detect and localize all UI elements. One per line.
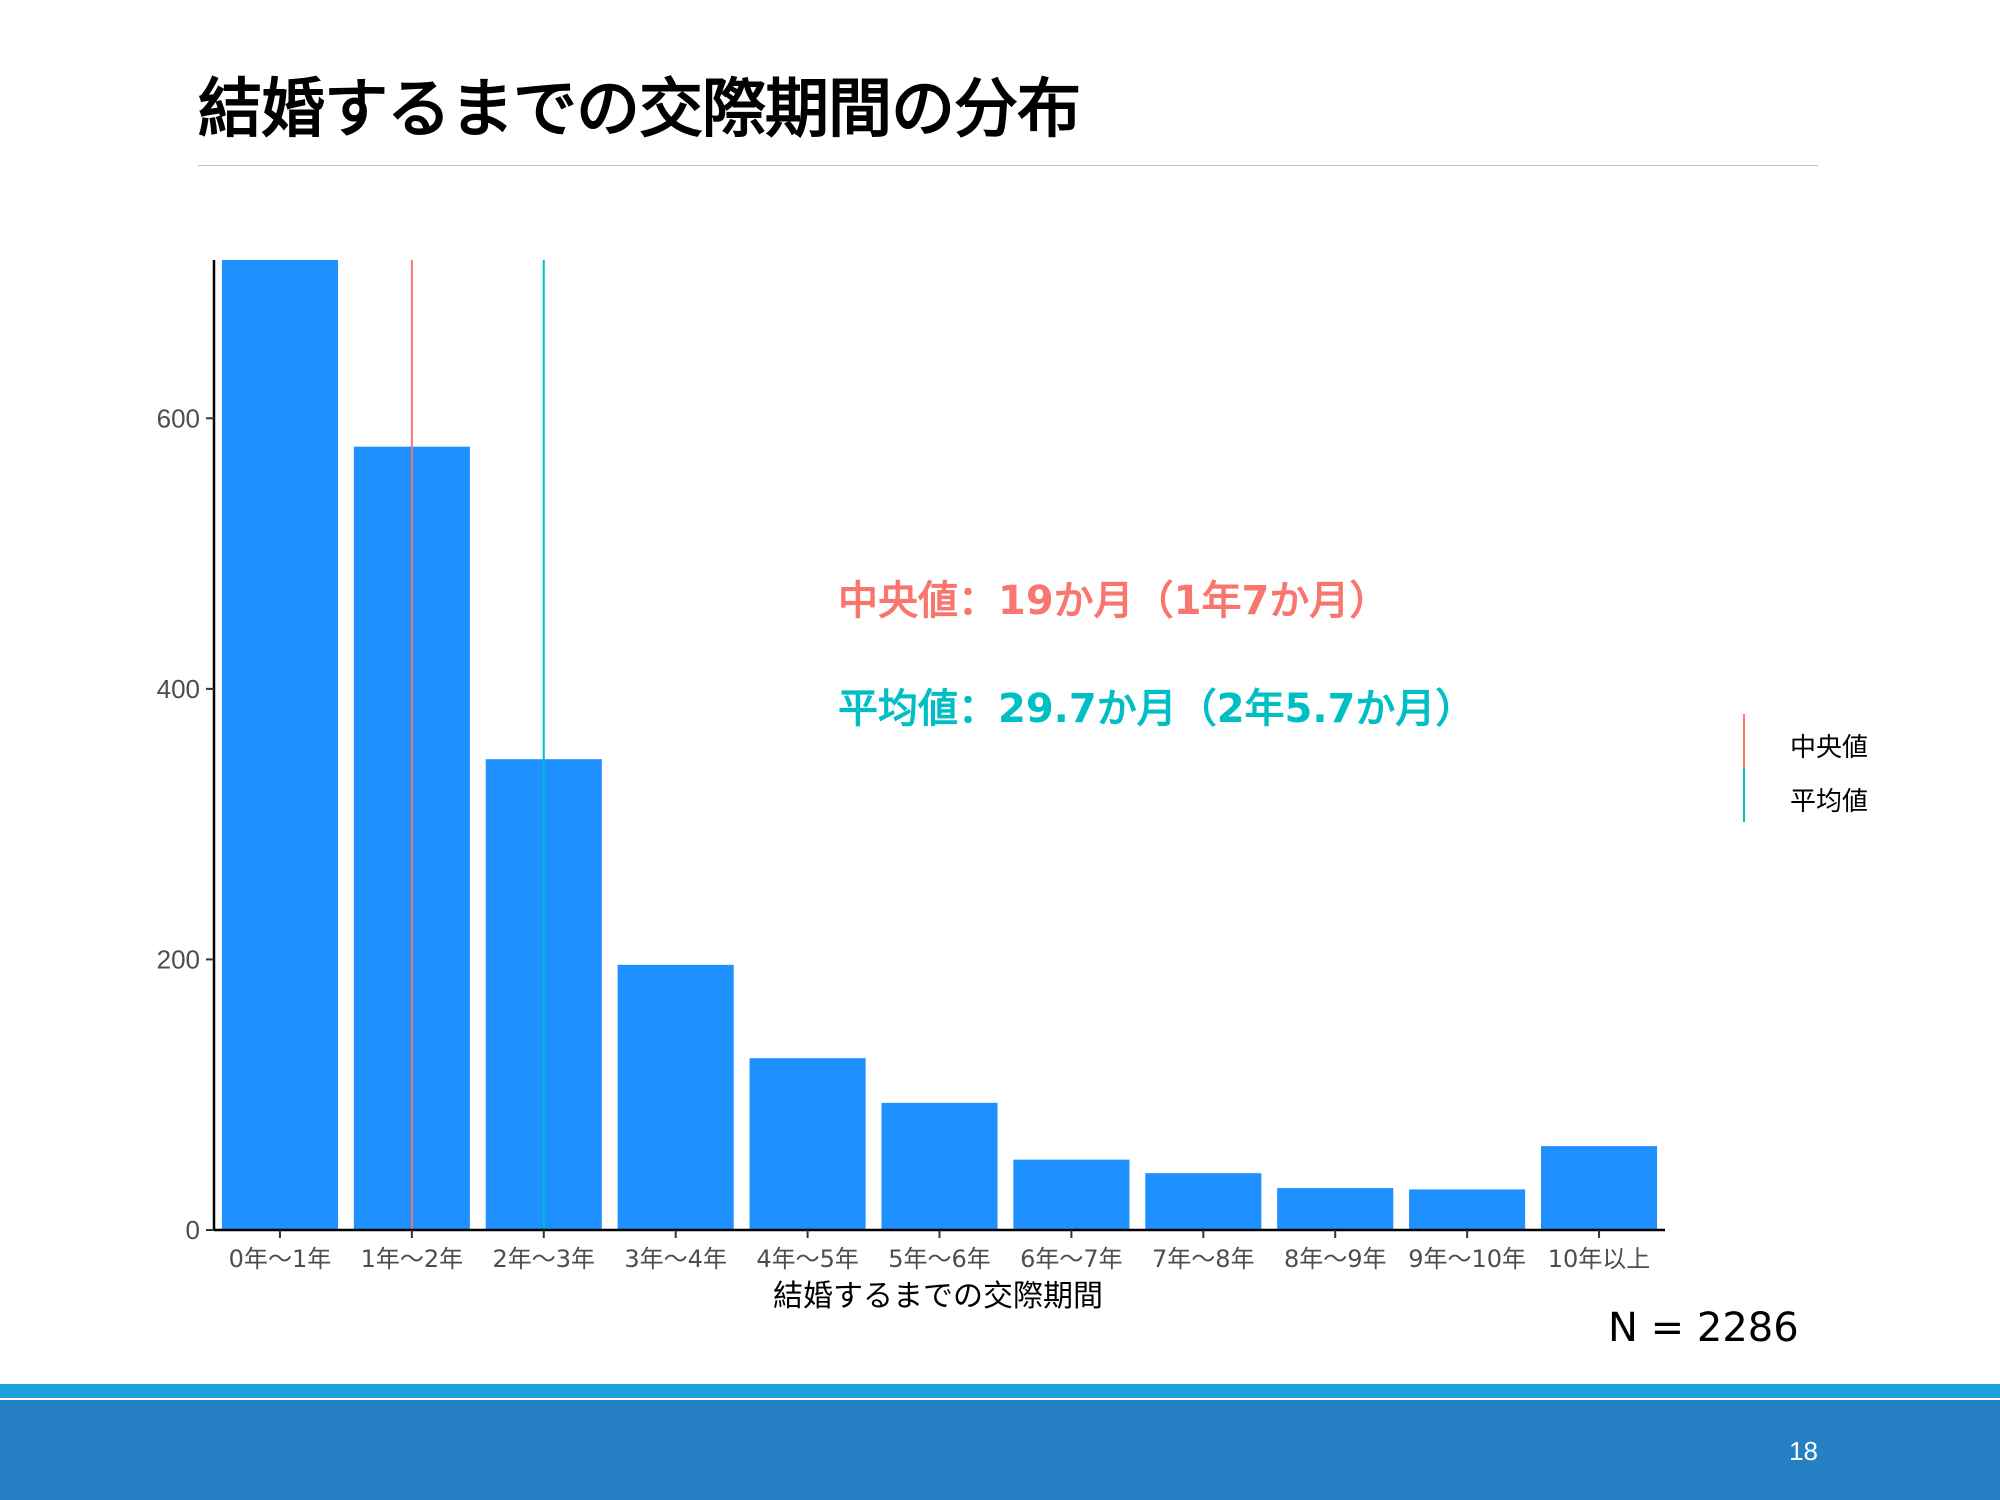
mean-annotation: 平均値：29.7か月（2年5.7か月） (838, 686, 1476, 732)
x-axis-label: 結婚するまでの交際期間 (773, 1279, 1103, 1314)
bar-6 (1013, 1159, 1130, 1230)
x-tick-label: 3年〜4年 (624, 1245, 727, 1273)
x-tick-label: 9年〜10年 (1408, 1245, 1526, 1273)
bar-chart: 0 200 400 600 0年〜1年 1年〜2年 2年〜3年 3年〜4年 4年〜5年 5年〜6… (157, 260, 1665, 1314)
footer-accent-stripe (0, 1384, 2000, 1398)
median-annotation: 中央値：19か月（1年7か月） (838, 578, 1390, 624)
bar-9 (1409, 1189, 1526, 1230)
bar-4 (749, 1058, 866, 1230)
x-tick-label: 2年〜3年 (492, 1245, 595, 1273)
footer-bar (0, 1400, 2000, 1500)
x-ticks-group: 0年〜1年 1年〜2年 2年〜3年 3年〜4年 4年〜5年 5年〜6年 6年〜7年 7年〜8年… (229, 1230, 1651, 1273)
y-ticks-group: 0 200 400 600 (157, 403, 214, 1245)
bars-group (221, 260, 1658, 1230)
reference-lines-group (410, 260, 545, 1230)
bar-8 (1277, 1188, 1394, 1230)
bar-0 (221, 260, 338, 1230)
legend-label-median: 中央値 (1790, 733, 1869, 763)
bar-5 (881, 1102, 998, 1230)
y-tick-label: 400 (157, 674, 200, 704)
y-tick-label: 0 (186, 1215, 200, 1245)
legend-key-median (1743, 714, 1745, 768)
bar-7 (1145, 1173, 1262, 1230)
slide-title: 結婚するまでの交際期間の分布 (198, 73, 1081, 147)
x-tick-label: 0年〜1年 (229, 1245, 332, 1273)
x-tick-label: 5年〜6年 (888, 1245, 991, 1273)
x-tick-label: 8年〜9年 (1284, 1245, 1387, 1273)
legend-label-mean: 平均値 (1790, 787, 1869, 817)
legend-key-mean (1743, 768, 1745, 822)
x-tick-label: 6年〜7年 (1020, 1245, 1123, 1273)
bar-3 (617, 964, 734, 1230)
x-tick-label: 1年〜2年 (361, 1245, 464, 1273)
x-tick-label: 10年以上 (1548, 1245, 1651, 1273)
y-tick-label: 200 (157, 944, 200, 974)
sample-size-label: N = 2286 (1608, 1305, 1799, 1351)
page-number: 18 (1789, 1436, 1818, 1466)
x-tick-label: 4年〜5年 (756, 1245, 859, 1273)
y-tick-label: 600 (157, 403, 200, 433)
title-divider (198, 165, 1818, 166)
bar-10 (1541, 1146, 1658, 1230)
x-tick-label: 7年〜8年 (1152, 1245, 1255, 1273)
